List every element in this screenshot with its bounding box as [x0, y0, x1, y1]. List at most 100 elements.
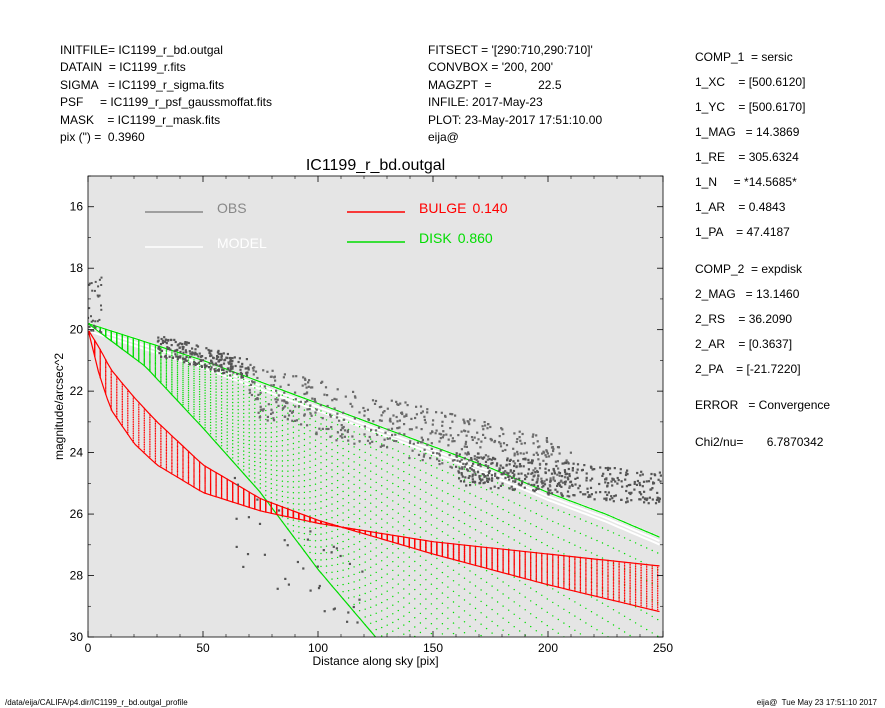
disk-point [171, 361, 173, 364]
bulge-point [160, 464, 162, 467]
disk-point [491, 620, 493, 623]
bulge-point [651, 573, 653, 575]
disk-point [502, 593, 504, 595]
bulge-point [646, 584, 648, 586]
bulge-point [182, 475, 184, 478]
bulge-point [143, 443, 145, 446]
bulge-point [198, 469, 201, 472]
disk-point [303, 474, 306, 476]
bulge-point [138, 440, 140, 442]
disk-point [381, 551, 383, 554]
disk-point [259, 487, 261, 489]
bulge-point [127, 414, 129, 417]
bulge-point [513, 550, 515, 553]
bulge-point [601, 589, 604, 592]
bulge-point [165, 443, 168, 446]
disk-point [568, 513, 571, 516]
bulge-point [105, 368, 107, 370]
disk-point [524, 609, 526, 611]
disk-point [458, 498, 460, 500]
disk-point [535, 525, 537, 528]
disk-point [154, 350, 157, 352]
disk-point [259, 470, 261, 472]
disk-point [342, 555, 344, 557]
bulge-point [138, 417, 140, 419]
disk-point [447, 617, 449, 619]
disk-point [601, 527, 604, 529]
disk-point [270, 450, 272, 452]
disk-point [193, 368, 195, 370]
disk-point [347, 568, 350, 570]
disk-point [557, 618, 559, 621]
bulge-point [557, 570, 559, 572]
bulge-point [612, 598, 615, 600]
bulge-point [132, 429, 134, 431]
disk-point [436, 527, 438, 529]
disk-point [243, 431, 245, 433]
disk-point [287, 465, 289, 467]
bulge-point [209, 478, 212, 480]
disk-point [414, 457, 416, 460]
disk-point [397, 494, 399, 497]
disk-point [530, 639, 531, 640]
bulge-point [165, 445, 168, 447]
disk-point [430, 474, 433, 477]
disk-point [441, 592, 444, 594]
disk-point [408, 446, 410, 448]
bulge-point [541, 572, 543, 574]
bulge-point [651, 574, 653, 577]
disk-point [237, 419, 239, 422]
bulge-point [607, 561, 609, 563]
bulge-point [552, 584, 554, 586]
disk-point [403, 480, 405, 482]
disk-point [420, 641, 421, 642]
disk-point [204, 416, 206, 418]
disk-point [176, 398, 179, 400]
disk-point [165, 361, 168, 364]
bulge-point [640, 596, 642, 598]
disk-point [160, 368, 162, 370]
disk-point [187, 372, 190, 374]
bulge-point [574, 566, 576, 569]
info-line: FITSECT = '[290:710,290:710]' [428, 43, 593, 57]
disk-point [182, 377, 184, 379]
disk-point [171, 390, 173, 393]
disk-point [314, 426, 317, 429]
disk-point [187, 370, 190, 372]
disk-point [154, 358, 157, 360]
bulge-point [204, 474, 206, 477]
disk-point [513, 613, 515, 615]
bulge-point [607, 573, 609, 575]
disk-point [403, 525, 405, 527]
disk-point [149, 361, 151, 364]
disk-point [331, 448, 333, 451]
bulge-point [513, 559, 515, 561]
bulge-point [138, 415, 140, 418]
disk-point [193, 389, 195, 391]
disk-point [226, 431, 228, 433]
bulge-point [563, 574, 565, 576]
disk-point [496, 506, 499, 508]
disk-point [331, 557, 333, 560]
disk-point [508, 536, 510, 538]
disk-point [154, 360, 157, 362]
disk-point [452, 506, 455, 508]
disk-point [601, 557, 604, 559]
bulge-point [149, 435, 151, 437]
disk-point [143, 349, 145, 351]
disk-point [447, 628, 449, 630]
disk-point [436, 537, 438, 540]
bulge-point [513, 552, 515, 554]
disk-point [325, 465, 328, 468]
bulge-point [209, 472, 212, 474]
disk-point [176, 388, 179, 391]
disk-point [414, 467, 416, 469]
disk-point [193, 375, 195, 377]
bulge-point [105, 378, 107, 381]
bulge-point [657, 568, 659, 570]
bulge-point [132, 411, 134, 413]
disk-point [353, 536, 355, 538]
disk-point [325, 572, 328, 574]
disk-point [629, 555, 631, 557]
disk-point [187, 407, 190, 409]
